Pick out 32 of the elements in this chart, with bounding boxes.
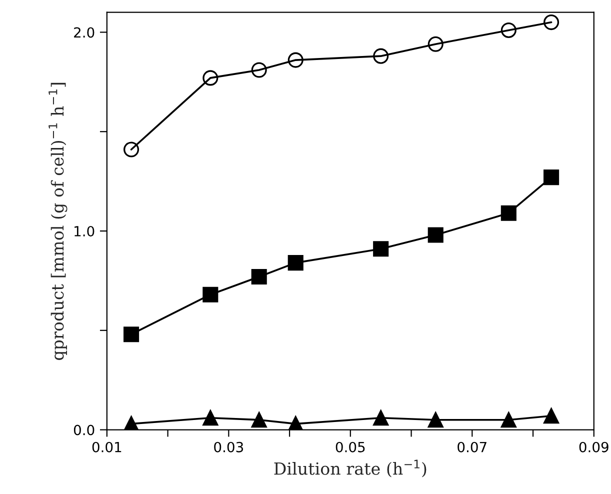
y-axis-title: qproduct [mmol (g of cell)$^{−1}$ h$^{−1}$] [48, 82, 68, 360]
point [202, 70, 218, 86]
point [202, 410, 218, 426]
point [428, 227, 444, 243]
x-tick-label: 0.07 [458, 442, 486, 452]
x-tick-label: 0.01 [92, 442, 122, 452]
point [544, 14, 560, 30]
y-tick-label: 1.0 [74, 226, 94, 236]
x-axis-title: Dilution rate (h$^{−1}$) [274, 460, 426, 478]
point [251, 412, 267, 428]
point [202, 286, 218, 302]
point [428, 412, 444, 428]
point [428, 36, 444, 52]
point [373, 48, 389, 64]
point [123, 142, 140, 158]
x-tick-label: 0.09 [579, 442, 608, 452]
point [251, 62, 267, 78]
point [544, 170, 560, 186]
point [544, 408, 560, 424]
x-tick-label: 0.03 [214, 442, 244, 452]
point [500, 205, 516, 221]
y-tick-label: 0.0 [74, 424, 94, 436]
point [500, 412, 516, 428]
x-tick-label: 0.05 [336, 442, 365, 452]
point [373, 410, 389, 426]
point [500, 22, 516, 38]
y-tick-label: 2.0 [74, 27, 94, 38]
point [288, 255, 304, 271]
point [288, 52, 304, 68]
point [251, 268, 267, 284]
point [373, 241, 389, 257]
point [123, 326, 140, 342]
